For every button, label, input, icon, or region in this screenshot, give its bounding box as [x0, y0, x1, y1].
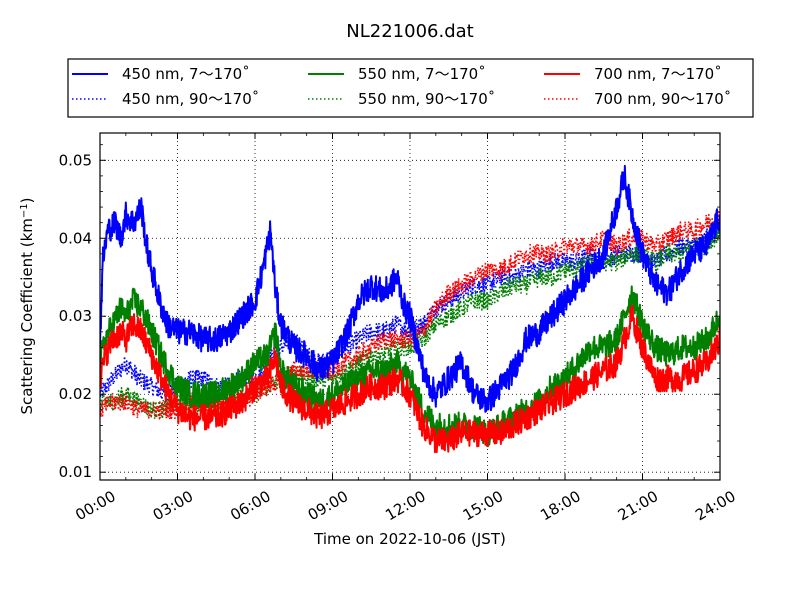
series-line-2: [100, 285, 720, 448]
x-axis-label: Time on 2022-10-06 (JST): [313, 530, 506, 548]
legend-label: 450 nm, 90～170˚: [122, 90, 259, 108]
y-tick-label: 0.02: [59, 385, 92, 403]
series-line-0: [100, 164, 720, 413]
y-axis-label-superscript: −1: [19, 203, 30, 218]
chart-title: NL221006.dat: [346, 21, 473, 42]
y-tick-label: 0.05: [59, 151, 92, 169]
y-axis-label: Scattering Coefficient (km−1): [18, 197, 36, 414]
series-line-4: [100, 304, 720, 454]
legend-label: 550 nm, 7～170˚: [358, 65, 486, 83]
series-group: [100, 164, 720, 454]
y-tick-label: 0.01: [59, 463, 92, 481]
plot-frame: [99, 132, 721, 481]
legend-label: 450 nm, 7～170˚: [122, 65, 250, 83]
y-axis-label-main: Scattering Coefficient (km: [18, 218, 36, 414]
legend-frame: [67, 58, 754, 118]
legend-label: 700 nm, 90～170˚: [594, 90, 731, 108]
y-tick-label: 0.04: [59, 229, 92, 247]
legend-label: 550 nm, 90～170˚: [358, 90, 495, 108]
grid-lines: [100, 133, 720, 480]
legend: 450 nm, 7～170˚ 550 nm, 7～170˚ 700 nm, 7～17…: [67, 58, 754, 118]
series-line-3: [100, 221, 720, 420]
y-tick-label: 0.03: [59, 307, 92, 325]
y-axis-label-close: ): [18, 197, 36, 203]
legend-label: 700 nm, 7～170˚: [594, 65, 722, 83]
